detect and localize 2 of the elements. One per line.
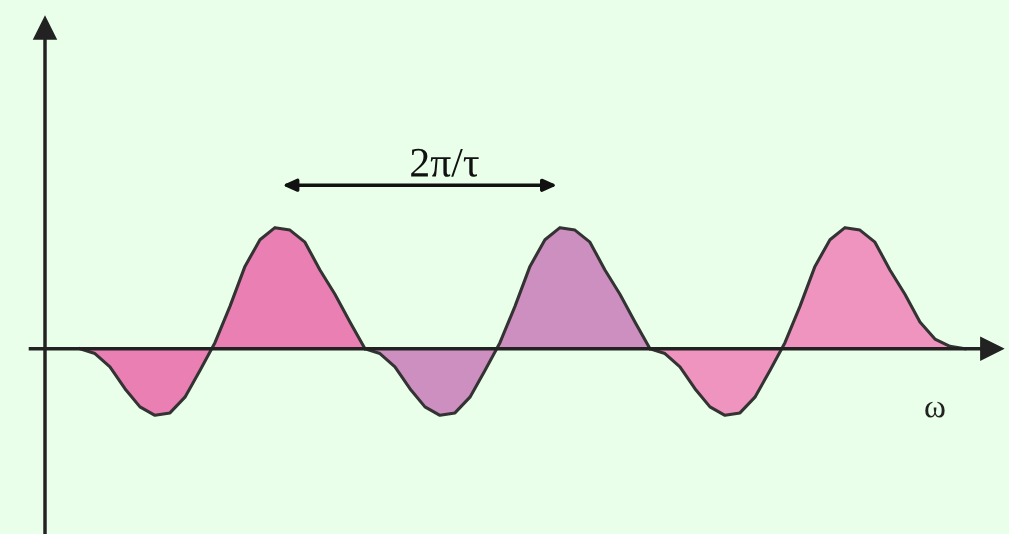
x-axis-title: ω <box>925 401 945 418</box>
text: 2π/τ <box>411 148 479 177</box>
